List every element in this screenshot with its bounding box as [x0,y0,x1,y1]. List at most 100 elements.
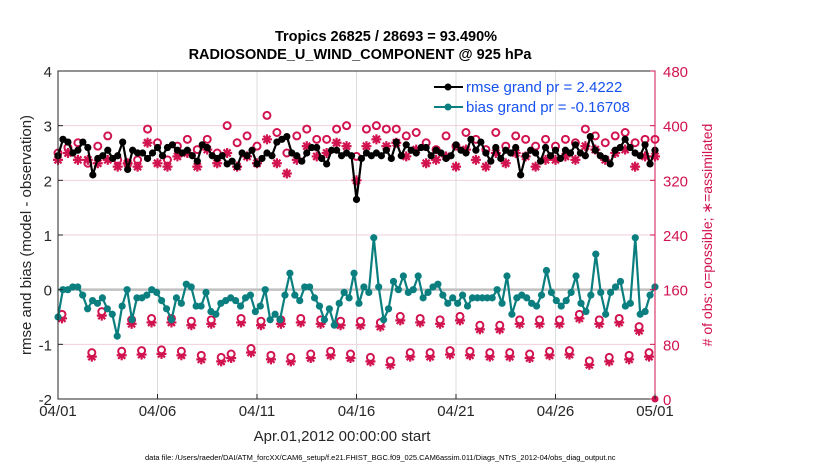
star-stroke [272,158,282,168]
obs-possible-marker [441,131,451,141]
series-point [315,302,324,310]
series-point [542,266,551,275]
series-point [532,302,541,310]
series-point [597,288,605,296]
series-point [641,141,649,149]
series-point [193,157,201,165]
series-point [541,143,550,152]
y-tick-label: 4 [44,64,52,81]
series-point [134,149,142,157]
obs-possible-marker [564,346,574,356]
obs-possible-marker [226,349,236,359]
obs-possible-marker [511,131,521,141]
x-tick-label: 04/01 [39,403,77,420]
series-point [286,269,294,277]
obs-assimilated-marker [142,137,153,148]
series-point [93,299,102,307]
y-axis-label: rmse and bias (model - observation) [18,115,35,355]
series-point [375,283,383,291]
series-point [271,310,279,318]
series-point [419,294,427,302]
series-point [187,283,195,291]
star-stroke [133,162,142,171]
obs-possible-marker [620,128,630,137]
obs-assimilated-marker [271,158,282,169]
obs-possible-marker [117,346,127,356]
series-point [124,165,132,173]
series-point [133,294,141,302]
series-point [468,294,477,302]
obs-possible-marker [371,121,381,131]
series-point [251,307,259,316]
obs-possible-marker [594,315,604,325]
obs-possible-marker [232,138,242,148]
series-point [606,160,614,168]
series-point [325,305,333,313]
obs-possible-marker [485,348,495,358]
star-stroke [282,169,292,178]
series-point [394,286,403,294]
series-point [382,146,390,154]
series-point [228,157,236,165]
series-point [360,283,368,291]
obs-assimilated-marker [451,161,461,172]
series-point [581,152,589,160]
obs-assimilated-marker [421,158,432,169]
series-point [556,154,565,163]
series-point [103,305,111,313]
series-point [301,283,309,291]
obs-possible-marker [103,131,113,141]
series-point [444,299,452,307]
series-point [232,297,240,305]
x-tick-label: 04/26 [537,403,575,420]
series-point [606,288,615,296]
series-point [602,310,610,318]
series-point [310,294,319,302]
series-point [477,138,485,146]
y-tick-label: -1 [39,337,52,354]
series-point [158,152,167,160]
series-point [114,152,122,160]
series-point [320,316,329,324]
series-point [183,146,191,154]
y-right-tick-label: 80 [663,337,680,354]
y-right-tick-label: 480 [663,64,688,81]
y-right-tick-label: 320 [663,173,688,190]
obs-assimilated-marker [112,161,123,172]
obs-assimilated-marker [470,154,481,165]
star-stroke [481,162,491,171]
legend-bias-label: bias grand pr = -0.16708 [466,99,630,116]
series-point [463,302,472,310]
series-point [168,141,177,149]
series-point [641,307,649,316]
series-point [153,288,161,296]
obs-possible-marker [385,356,395,366]
star-stroke [332,138,341,148]
legend-rmse-label: rmse grand pr = 2.4222 [466,79,622,96]
series-point [113,332,121,340]
legend-rmse-marker [444,83,452,91]
series-point [646,160,654,168]
obs-possible-marker [491,128,501,137]
series-point [586,133,594,141]
legend-bias-marker [444,103,452,111]
y-right-tick-label: 0 [663,392,671,409]
series-point [482,149,490,157]
series-point [577,299,585,307]
y-right-tick-label: 400 [663,119,688,136]
series-point [483,294,491,302]
obs-possible-marker [332,124,342,134]
obs-possible-marker [584,356,594,366]
series-point [328,146,336,154]
obs-possible-marker [401,131,411,141]
series-point [84,305,92,313]
series-point [417,143,425,152]
obs-possible-marker [306,349,316,359]
obs-assimilated-marker [281,168,292,179]
series-point [293,152,301,160]
x-axis-label: Apr.01,2012 00:00:00 start [254,428,432,445]
series-point [447,152,455,160]
series-point [352,195,361,204]
obs-possible-marker [515,315,525,325]
series-point [636,152,644,160]
